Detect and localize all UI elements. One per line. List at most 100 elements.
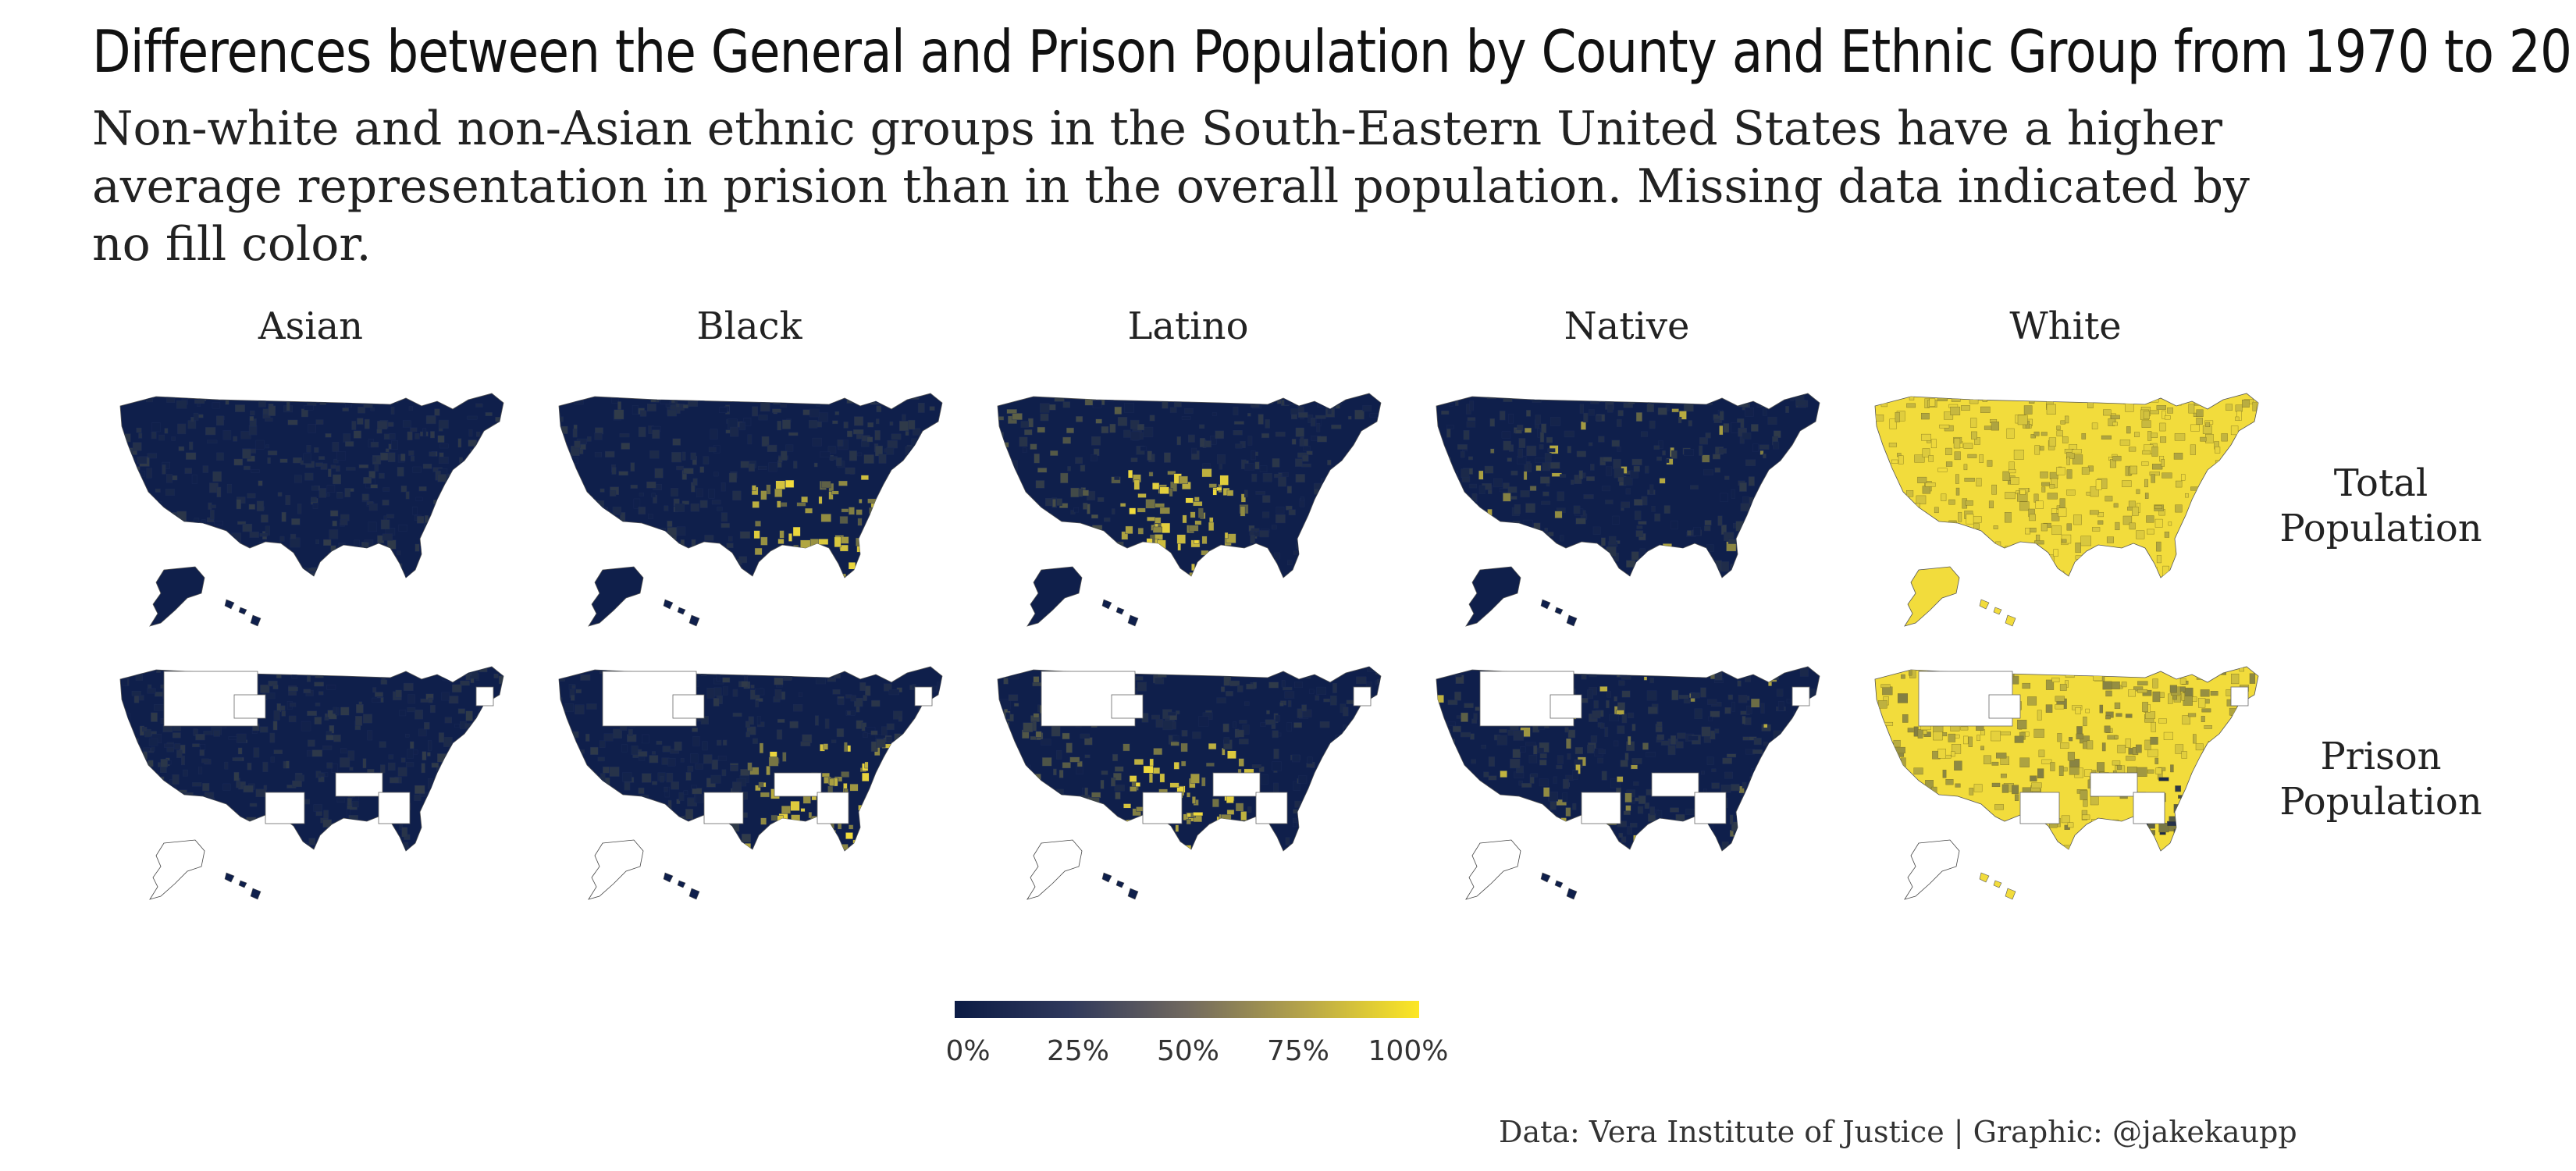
county-cell — [1191, 447, 1197, 454]
county-cell — [1309, 810, 1317, 821]
county-cell — [1332, 787, 1338, 797]
legend-color-bar — [955, 1001, 1419, 1018]
county-cell — [1247, 436, 1253, 446]
county-cell — [1813, 743, 1820, 748]
county-cell — [1236, 729, 1244, 738]
county-cell — [909, 852, 917, 856]
county-cell — [265, 444, 269, 449]
county-cell — [1287, 700, 1292, 707]
county-cell — [246, 817, 257, 824]
county-cell — [1578, 470, 1583, 480]
county-cell — [174, 743, 181, 749]
county-cell — [2173, 804, 2181, 813]
county-cell — [1587, 833, 1592, 842]
county-cell — [1925, 482, 1936, 487]
county-cell — [2030, 434, 2036, 439]
county-cell — [857, 452, 863, 457]
row-header-total-line1: Total — [2333, 461, 2428, 505]
county-cell — [783, 583, 792, 593]
county-cell — [692, 736, 700, 747]
county-cell — [1345, 564, 1354, 574]
county-cell — [1948, 733, 1956, 742]
county-cell — [213, 842, 222, 847]
county-cell — [146, 394, 153, 403]
county-cell — [716, 739, 722, 746]
county-cell — [1877, 504, 1884, 511]
county-cell — [900, 544, 906, 550]
county-cell — [1152, 526, 1162, 533]
county-cell — [2075, 707, 2081, 714]
county-cell — [322, 560, 326, 566]
county-cell — [917, 576, 927, 578]
county-cell — [1656, 721, 1663, 727]
county-cell — [1247, 413, 1251, 417]
county-cell — [193, 799, 201, 806]
county-cell — [720, 482, 726, 492]
county-cell — [1793, 541, 1798, 546]
county-cell — [223, 847, 234, 851]
missing-data-region — [817, 792, 849, 824]
county-cell — [1163, 853, 1170, 862]
county-cell — [368, 521, 377, 532]
county-cell — [1199, 437, 1205, 447]
county-cell — [1159, 773, 1165, 783]
county-cell — [2006, 845, 2016, 851]
county-cell — [831, 490, 839, 495]
county-cell — [649, 568, 653, 575]
county-cell — [1711, 768, 1717, 773]
county-cell — [730, 765, 738, 771]
county-cell — [867, 548, 878, 553]
county-cell — [777, 832, 781, 842]
county-cell — [648, 514, 653, 519]
county-cell — [2107, 557, 2115, 565]
county-cell — [690, 503, 700, 512]
county-cell — [1574, 746, 1584, 755]
county-cell — [1520, 489, 1530, 498]
county-cell — [438, 419, 449, 429]
county-cell — [1058, 556, 1066, 561]
county-cell — [1114, 785, 1125, 792]
county-cell — [318, 488, 327, 498]
county-cell — [1966, 514, 1974, 525]
county-cell — [1437, 525, 1443, 531]
county-cell — [873, 536, 879, 546]
legend-tick-25: 25% — [1046, 1035, 1109, 1067]
county-cell — [1551, 547, 1559, 554]
county-cell — [1542, 582, 1549, 586]
county-cell — [2001, 549, 2010, 558]
county-cell — [2115, 713, 2122, 717]
missing-data-region — [1581, 792, 1621, 824]
county-cell — [1366, 450, 1375, 461]
county-cell — [1345, 582, 1354, 586]
county-cell — [2035, 500, 2044, 509]
county-cell — [491, 743, 500, 755]
county-cell — [1886, 751, 1897, 756]
county-cell — [918, 575, 929, 578]
county-cell — [768, 462, 777, 472]
county-cell — [1298, 775, 1308, 784]
county-cell — [820, 451, 831, 457]
county-cell — [1743, 806, 1752, 813]
county-cell — [2093, 672, 2103, 682]
county-cell — [210, 546, 214, 553]
county-cell — [381, 393, 388, 404]
county-cell — [355, 556, 366, 565]
county-cell — [1324, 565, 1329, 574]
county-cell — [667, 409, 677, 417]
county-cell — [834, 536, 841, 548]
county-cell — [258, 397, 266, 408]
county-cell — [233, 436, 238, 442]
county-cell — [1172, 850, 1177, 851]
county-cell — [2162, 565, 2169, 576]
county-cell — [1584, 562, 1588, 571]
county-cell — [2029, 514, 2036, 521]
county-cell — [1907, 798, 1913, 806]
county-cell — [1016, 515, 1022, 524]
county-cell — [1208, 483, 1217, 488]
county-cell — [1343, 569, 1353, 576]
county-cell — [612, 507, 621, 515]
county-cell — [1098, 564, 1106, 568]
county-cell — [720, 523, 730, 529]
county-cell — [820, 514, 831, 522]
county-cell — [133, 497, 144, 502]
